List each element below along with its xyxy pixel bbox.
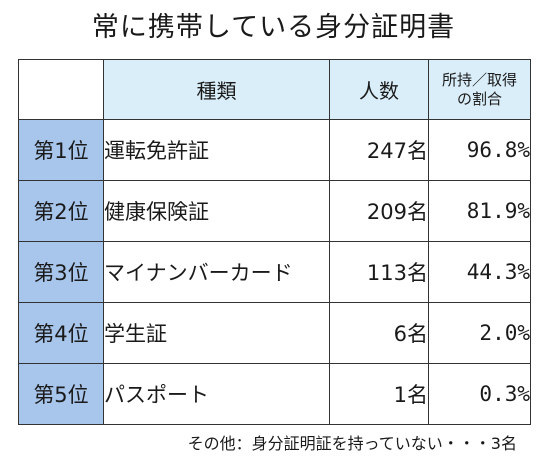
count-cell: 209名: [329, 180, 429, 242]
count-cell: 113名: [329, 241, 429, 303]
header-type: 種類: [103, 59, 330, 120]
rank-cell: 第1位: [18, 119, 104, 181]
ratio-cell: 81.9%: [428, 180, 531, 242]
footnote: その他：身分証明証を持っていない・・・3名: [187, 434, 517, 453]
page-title: 常に携帯している身分証明書: [91, 12, 456, 43]
rank-cell: 第5位: [18, 363, 104, 425]
table-header-row: 種類 人数 所持／取得 の割合: [18, 59, 531, 120]
type-cell: パスポート: [103, 363, 330, 425]
table-row: 第3位 マイナンバーカード 113名 44.3%: [18, 241, 531, 303]
count-cell: 247名: [329, 119, 429, 181]
count-cell: 1名: [329, 363, 429, 425]
id-ranking-table: 種類 人数 所持／取得 の割合 第1位 運転免許証 247名 96.8% 第2位…: [18, 59, 531, 425]
ratio-cell: 0.3%: [428, 363, 531, 425]
table-row: 第4位 学生証 6名 2.0%: [18, 302, 531, 364]
header-ratio-line1: 所持／取得: [441, 70, 517, 89]
type-cell: 学生証: [103, 302, 330, 364]
header-ratio: 所持／取得 の割合: [428, 59, 531, 120]
header-count: 人数: [329, 59, 429, 120]
rank-cell: 第4位: [18, 302, 104, 364]
ratio-cell: 44.3%: [428, 241, 531, 303]
rank-cell: 第3位: [18, 241, 104, 303]
table-row: 第2位 健康保険証 209名 81.9%: [18, 180, 531, 242]
ratio-cell: 96.8%: [428, 119, 531, 181]
table-row: 第1位 運転免許証 247名 96.8%: [18, 119, 531, 181]
ratio-cell: 2.0%: [428, 302, 531, 364]
type-cell: 運転免許証: [103, 119, 330, 181]
header-ratio-line2: の割合: [456, 89, 502, 108]
type-cell: マイナンバーカード: [103, 241, 330, 303]
count-cell: 6名: [329, 302, 429, 364]
table-row: 第5位 パスポート 1名 0.3%: [18, 363, 531, 425]
rank-cell: 第2位: [18, 180, 104, 242]
header-blank-cell: [18, 59, 104, 120]
type-cell: 健康保険証: [103, 180, 330, 242]
